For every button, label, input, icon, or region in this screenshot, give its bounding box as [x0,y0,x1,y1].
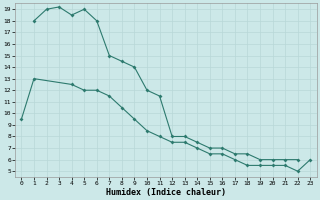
X-axis label: Humidex (Indice chaleur): Humidex (Indice chaleur) [106,188,226,197]
